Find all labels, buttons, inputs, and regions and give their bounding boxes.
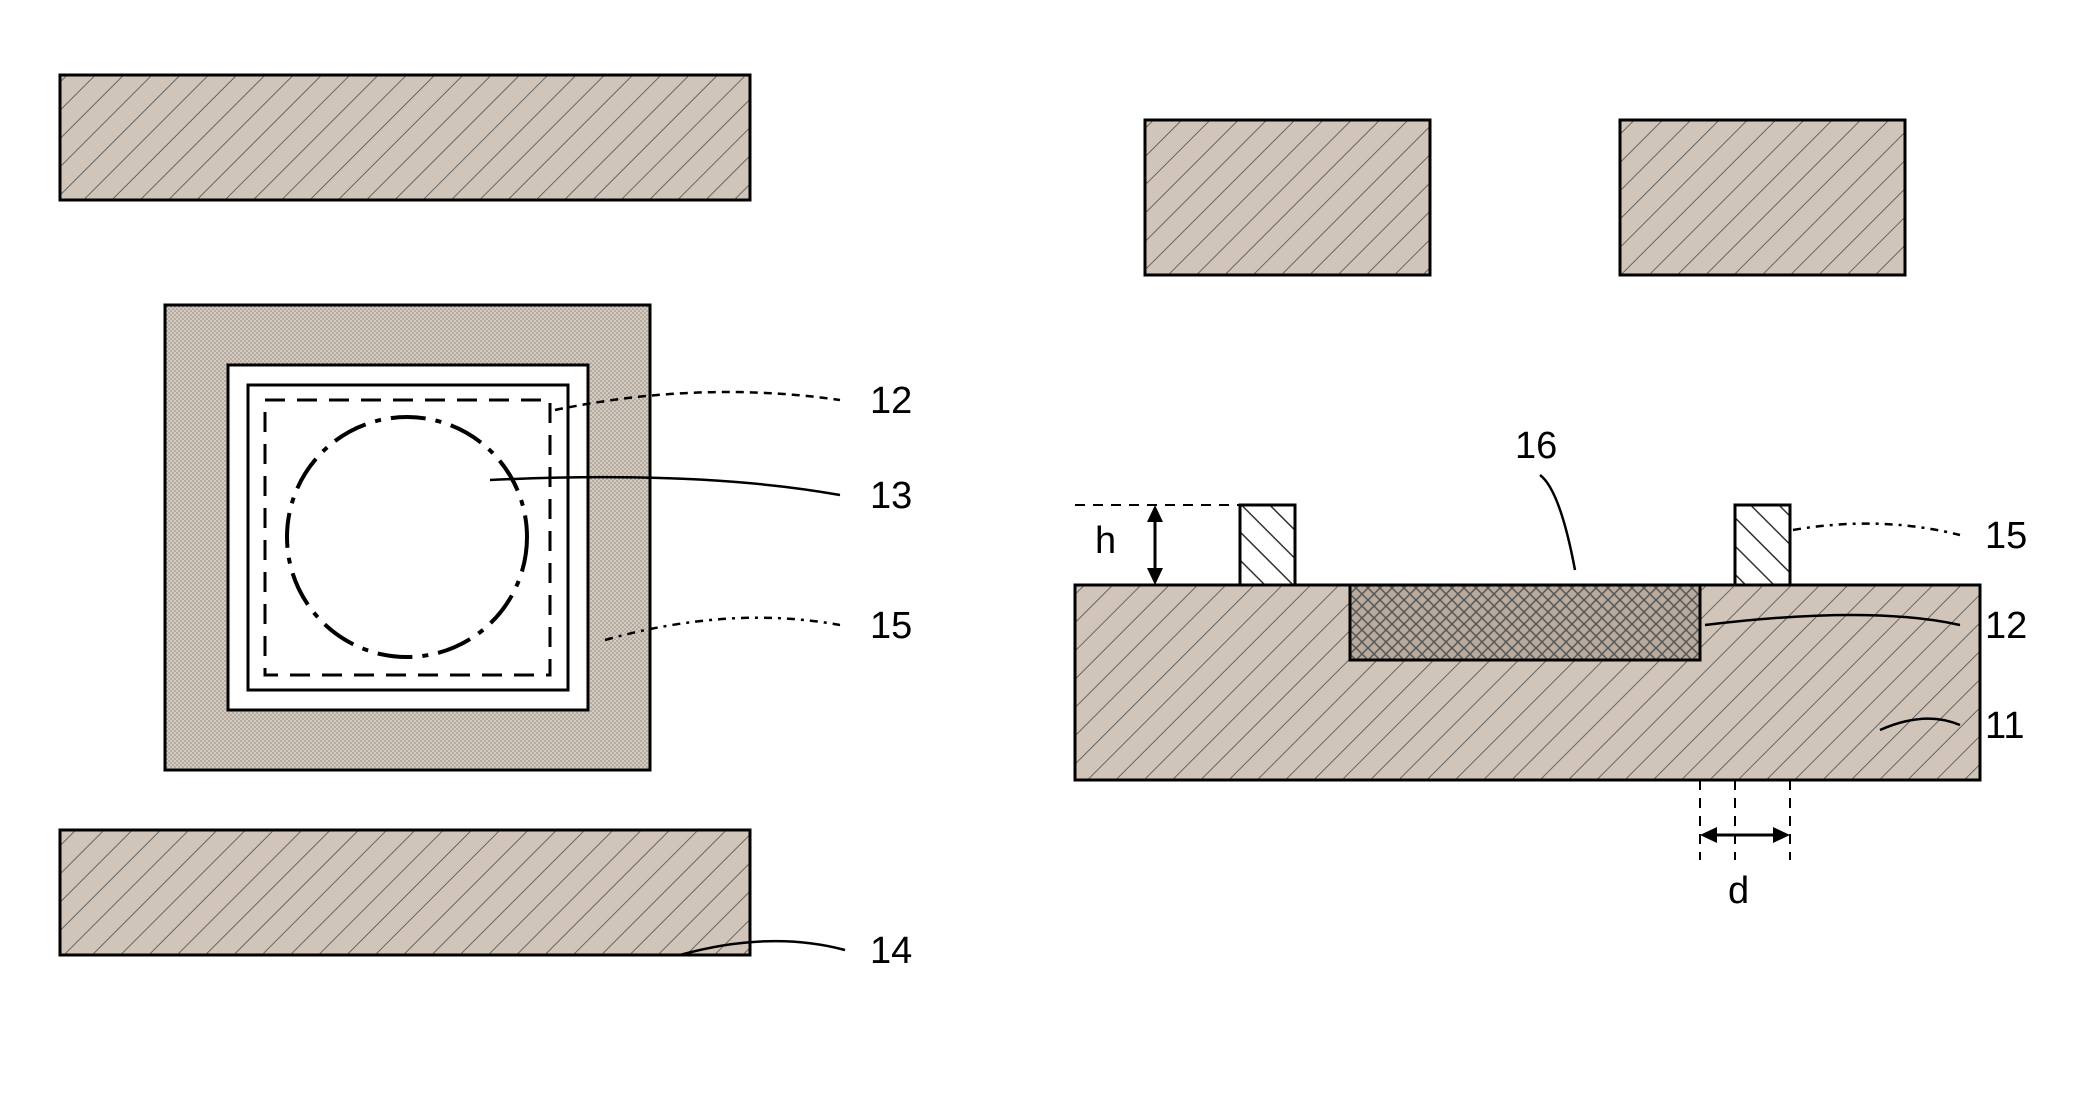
label-11-right: 11: [1985, 705, 2024, 748]
top-bar-right-2: [1620, 120, 1905, 275]
bottom-bar-left-diagram: [60, 830, 750, 955]
center-block-16: [1350, 585, 1700, 660]
post-right-15: [1735, 505, 1790, 585]
label-h: h: [1095, 520, 1116, 563]
label-15-left: 15: [870, 605, 912, 648]
top-bar-left-diagram: [60, 75, 750, 200]
leader-15-right: [1793, 524, 1960, 535]
d-arrow-right: [1773, 827, 1790, 843]
leader-16: [1540, 475, 1575, 570]
label-14-left: 14: [870, 930, 912, 973]
inner-square-2: [248, 385, 568, 690]
label-12-right: 12: [1985, 605, 2027, 648]
post-left-15: [1240, 505, 1295, 585]
h-arrow-top: [1147, 505, 1163, 522]
label-12-left: 12: [870, 380, 912, 423]
label-13-left: 13: [870, 475, 912, 518]
top-bar-right-1: [1145, 120, 1430, 275]
diagram-container: 12 13 15 14 16 15 12 11 h d: [0, 0, 2088, 1097]
label-d: d: [1728, 870, 1749, 913]
label-16-right: 16: [1515, 425, 1557, 468]
technical-diagram-svg: [0, 0, 2088, 1097]
h-arrow-bottom: [1147, 568, 1163, 585]
label-15-right: 15: [1985, 515, 2027, 558]
d-arrow-left: [1700, 827, 1717, 843]
